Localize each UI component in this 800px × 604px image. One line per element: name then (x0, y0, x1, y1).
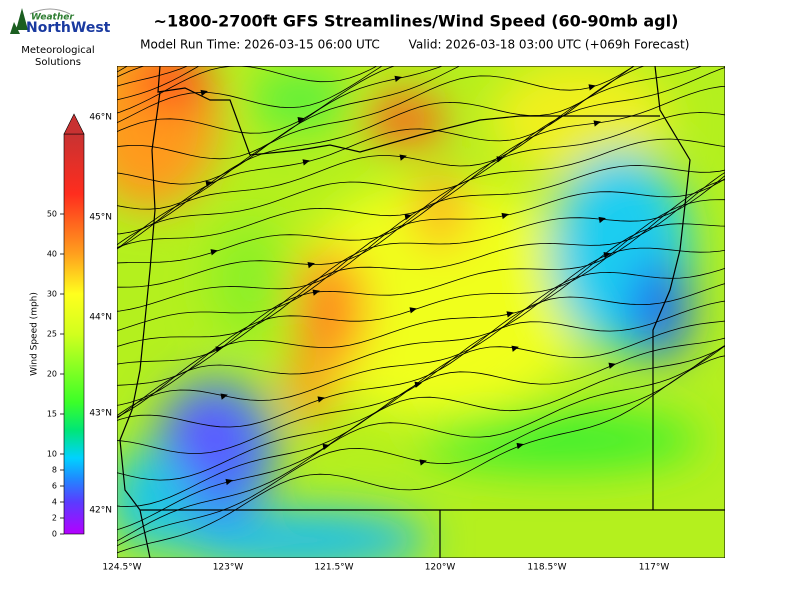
lon-label: 120°W (425, 563, 456, 573)
stream-arrow (210, 249, 218, 256)
colorbar-tick-label: 30 (47, 290, 57, 299)
colorbar-tick-label: 50 (47, 210, 57, 219)
stream-arrow (225, 478, 233, 486)
stream-arrow (302, 159, 310, 166)
stream-arrow (317, 396, 325, 403)
lat-label: 46°N (89, 113, 112, 123)
colorbar-tick-label: 20 (47, 370, 57, 379)
streamline (117, 337, 725, 507)
streamline (117, 283, 725, 428)
streamline (117, 345, 725, 531)
colorbar-label: Wind Speed (mph) (30, 292, 40, 376)
logo-top: Weather (31, 13, 74, 23)
stream-arrow (603, 252, 611, 259)
stream-arrow (312, 289, 320, 296)
stream-arrow (322, 443, 330, 451)
lat-label: 45°N (89, 213, 112, 223)
lat-label: 42°N (89, 506, 112, 516)
colorbar-tick-label: 6 (52, 482, 57, 491)
lon-label: 118.5°W (527, 563, 566, 573)
logo-brand: NorthWest (26, 20, 111, 36)
colorbar: Wind Speed (mph) (30, 113, 85, 535)
lat-label: 44°N (89, 313, 112, 323)
streamline (117, 66, 444, 160)
colorbar-tick-label: 2 (52, 514, 57, 523)
colorbar-tick-label: 0 (52, 530, 57, 539)
streamline (117, 138, 725, 288)
run-time: Model Run Time: 2026-03-15 06:00 UTC (140, 38, 380, 52)
lat-label: 43°N (89, 409, 112, 419)
stream-arrow (487, 0, 493, 3)
streamline (117, 345, 725, 542)
stream-arrow (419, 459, 427, 466)
stream-arrow (297, 116, 305, 124)
map (117, 0, 725, 558)
streamline (117, 247, 725, 419)
streamline (117, 171, 725, 365)
streamline (117, 66, 461, 185)
colorbar-tick-label: 40 (47, 250, 57, 259)
stream-arrow (501, 212, 509, 220)
stream-arrow (307, 262, 315, 269)
streamline (117, 66, 703, 250)
stream-arrow (399, 154, 407, 161)
stream-arrow (293, 0, 299, 2)
lon-label: 123°W (213, 563, 244, 573)
colorbar-tick-label: 25 (47, 330, 57, 339)
stream-arrow (200, 89, 208, 97)
streamline (117, 165, 725, 312)
streamline (117, 320, 725, 481)
streamline (117, 66, 378, 114)
logo-sub: Solutions (35, 57, 81, 68)
stream-arrow (588, 84, 596, 91)
streamline (117, 267, 725, 417)
stream-arrow (598, 216, 606, 224)
streamline (117, 66, 635, 235)
streamline (117, 66, 396, 134)
stream-arrow (394, 75, 402, 82)
lon-label: 117°W (639, 563, 670, 573)
streamline (117, 179, 725, 386)
stream-arrow (409, 307, 417, 314)
stream-arrow (608, 362, 616, 369)
lon-label: 121.5°W (314, 563, 353, 573)
streamline (117, 223, 725, 418)
stream-arrow (516, 442, 524, 450)
logo-sub: Meteorological (21, 45, 94, 56)
streamline (117, 66, 635, 210)
colorbar-tick-label: 15 (47, 410, 57, 419)
colorbar-tick-label: 8 (52, 466, 57, 475)
streamline (117, 66, 725, 246)
stream-arrow (506, 311, 514, 318)
streamline (117, 66, 383, 124)
streamline (117, 178, 725, 331)
colorbar-tick-label: 4 (52, 498, 57, 507)
stream-arrow (220, 393, 228, 400)
streamline (117, 66, 646, 249)
stream-arrow (593, 120, 601, 127)
stream-arrow (511, 345, 519, 352)
logo: Weather NorthWest Meteorological Solutio… (10, 8, 111, 68)
streamline (117, 355, 725, 554)
stream-arrow (404, 213, 412, 221)
colorbar-tick-label: 10 (47, 450, 57, 459)
lon-label: 124.5°W (102, 563, 141, 573)
streamline (117, 199, 725, 406)
title: ~1800-2700ft GFS Streamlines/Wind Speed … (154, 12, 679, 31)
valid-time: Valid: 2026-03-18 03:00 UTC (+069h Forec… (409, 38, 690, 52)
streamline (117, 175, 725, 347)
